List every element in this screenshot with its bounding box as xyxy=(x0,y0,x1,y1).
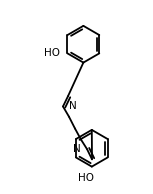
Text: N: N xyxy=(73,144,81,154)
Text: N: N xyxy=(69,101,77,112)
Text: HO: HO xyxy=(44,48,60,58)
Text: HO: HO xyxy=(78,173,94,183)
